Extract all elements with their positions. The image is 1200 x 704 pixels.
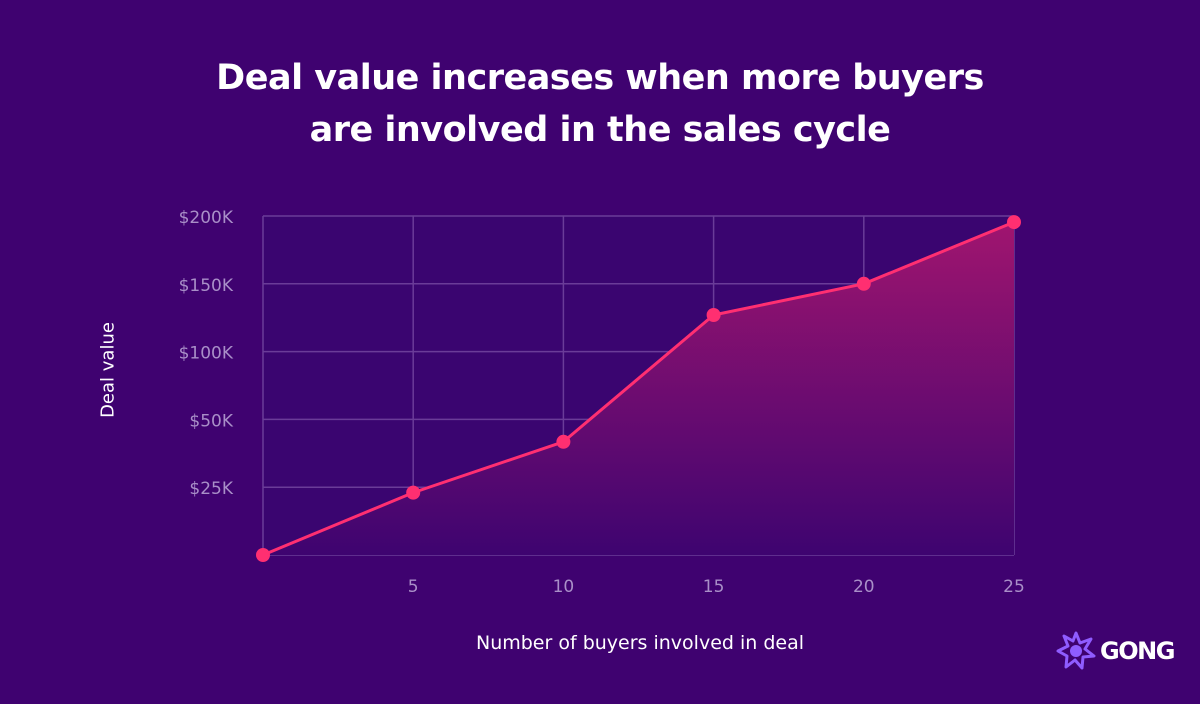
gong-burst-icon — [1056, 631, 1096, 670]
x-tick-label: 15 — [703, 577, 725, 597]
data-point — [406, 485, 421, 500]
chart-title-line-2: are involved in the sales cycle — [309, 110, 891, 150]
chart-title: Deal value increases when more buyers ar… — [0, 52, 1200, 156]
y-tick-labels: $25K $50K $100K $150K $200K — [179, 208, 234, 499]
x-tick-labels: 5 10 15 20 25 — [408, 577, 1025, 597]
series-line — [262, 220, 1015, 557]
area-layer — [263, 222, 1014, 556]
y-axis-label: Deal value — [97, 322, 119, 418]
x-axis-label: Number of buyers involved in deal — [475, 632, 805, 654]
y-tick-label: $150K — [179, 276, 234, 296]
x-tick-label: 20 — [853, 577, 875, 597]
y-tick-label: $25K — [189, 479, 233, 499]
data-point — [556, 434, 571, 449]
data-point — [706, 307, 721, 322]
y-tick-label: $100K — [179, 344, 234, 364]
x-tick-label: 25 — [1003, 577, 1025, 597]
x-tick-label: 5 — [408, 577, 419, 597]
x-tick-label: 10 — [553, 577, 575, 597]
data-point — [856, 276, 871, 291]
gong-logo: GONG — [1056, 630, 1175, 672]
gong-logo-text: GONG — [1100, 637, 1175, 665]
marker-layer — [256, 215, 1021, 562]
data-point — [1007, 215, 1021, 230]
y-tick-label: $200K — [179, 208, 234, 228]
series-area — [263, 222, 1014, 556]
y-tick-label: $50K — [189, 411, 233, 431]
line-layer — [262, 220, 1015, 557]
data-point — [256, 548, 270, 562]
chart-title-line-1: Deal value increases when more buyers — [216, 58, 984, 98]
